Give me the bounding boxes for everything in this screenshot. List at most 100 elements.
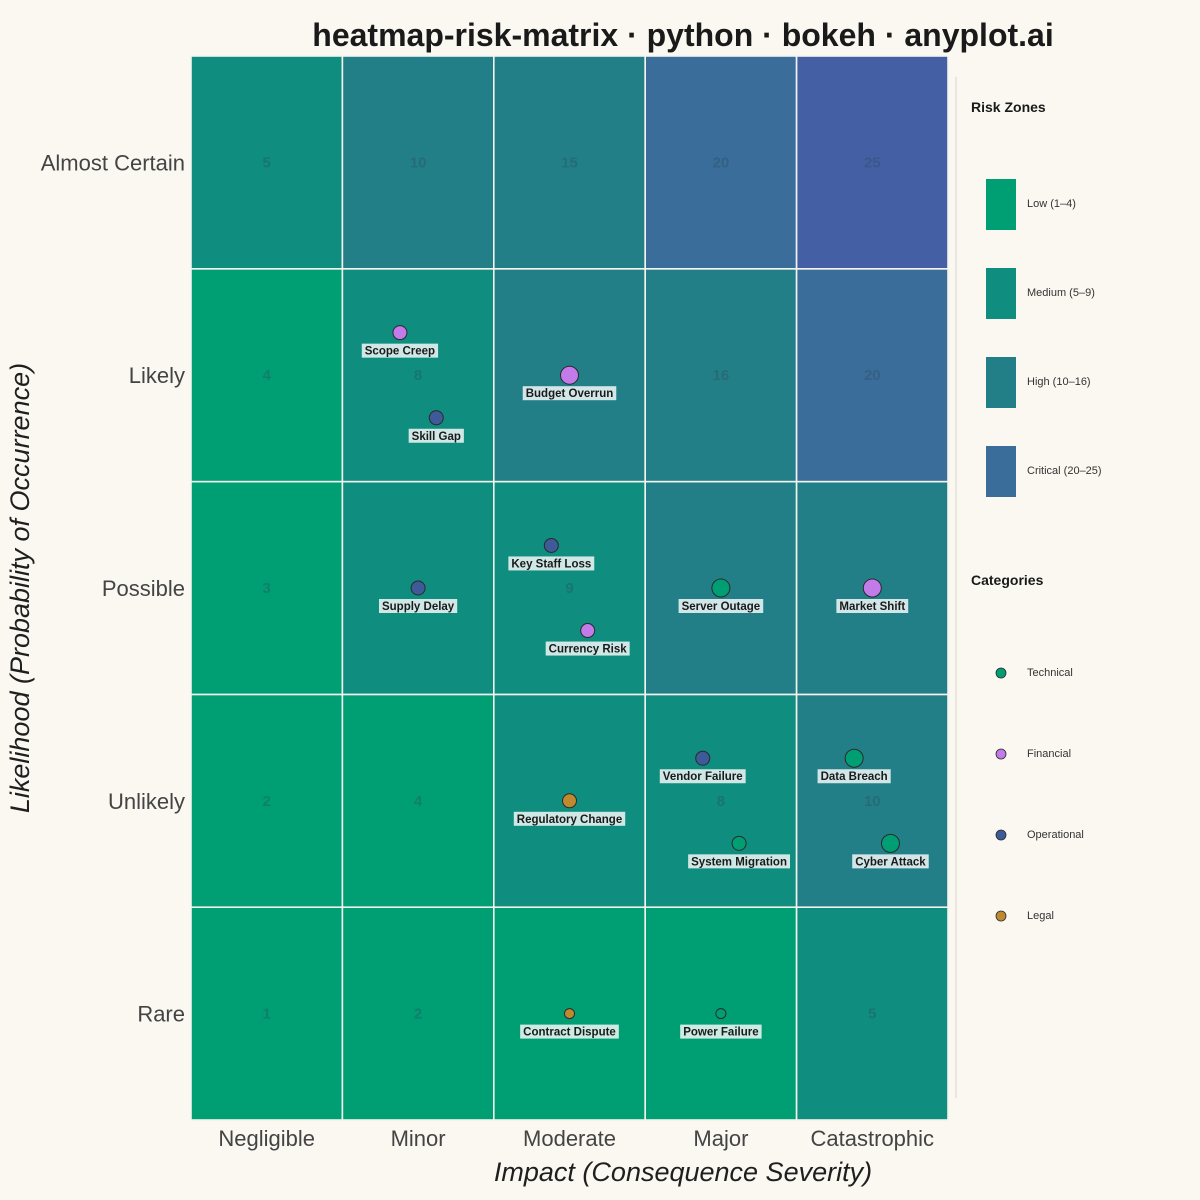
risk-label: Vendor Failure <box>663 771 743 783</box>
x-tick-catastrophic: Catastrophic <box>811 1126 935 1151</box>
risk-marker <box>711 578 731 598</box>
score-label: 3 <box>263 580 271 597</box>
risk-marker <box>428 410 444 426</box>
y-tick-possible: Possible <box>102 576 185 601</box>
score-label: 4 <box>263 367 272 384</box>
score-label: 5 <box>263 154 271 171</box>
risk-label: Contract Dispute <box>523 1027 616 1039</box>
risk-label-bg <box>513 811 626 826</box>
risk-vendor-failure: Vendor Failure <box>659 750 746 784</box>
risk-label-bg <box>522 386 617 401</box>
score-label: 2 <box>414 1006 422 1023</box>
y-tick-rare: Rare <box>137 1002 185 1027</box>
cell-likely-negligible <box>190 267 344 483</box>
score-label: 10 <box>864 793 881 810</box>
risk-marker <box>564 1008 575 1020</box>
risk-label: Skill Gap <box>412 431 461 443</box>
score-label: 8 <box>717 793 725 810</box>
risk-currency-risk: Currency Risk <box>545 623 630 656</box>
risk-label: Server Outage <box>682 601 761 613</box>
legend-category-label: Financial <box>1027 748 1071 760</box>
cell-likely-major <box>644 267 798 483</box>
score-label: 15 <box>561 154 578 171</box>
x-tick-minor: Minor <box>391 1126 446 1151</box>
legend-category-label: Technical <box>1027 667 1073 679</box>
risk-cyber-attack: Cyber Attack <box>852 833 929 869</box>
risk-budget-overrun: Budget Overrun <box>522 365 617 401</box>
y-tick-unlikely: Unlikely <box>108 789 185 814</box>
risk-markers: Scope Creep Skill Gap Budget Overrun Key St… <box>361 325 929 1039</box>
risk-label: Scope Creep <box>365 346 435 358</box>
score-label: 8 <box>414 367 422 384</box>
legend-categories-title: Categories <box>971 572 1044 588</box>
y-axis-title: Likelihood (Probability of Occurrence) <box>5 363 35 813</box>
cell-rare-negligible <box>190 906 344 1121</box>
risk-label: Power Failure <box>683 1027 758 1039</box>
risk-label: Budget Overrun <box>526 388 614 400</box>
risk-marker <box>410 580 426 596</box>
risk-marker <box>543 537 559 553</box>
risk-scope-creep: Scope Creep <box>361 325 439 358</box>
legend-category-label: Legal <box>1027 910 1054 922</box>
risk-marker <box>562 793 577 809</box>
x-axis-title: Impact (Consequence Severity) <box>494 1157 872 1187</box>
risk-label-bg <box>508 556 595 571</box>
heatmap-cells <box>190 55 949 1121</box>
score-label: 10 <box>410 154 427 171</box>
legend-swatch-high-10-16 <box>986 357 1016 408</box>
legend-swatch-critical-20-25 <box>986 446 1016 497</box>
risk-marker <box>880 833 900 853</box>
risk-contract-dispute: Contract Dispute <box>520 1008 619 1039</box>
risk-key-staff-loss: Key Staff Loss <box>508 537 595 571</box>
risk-label-bg <box>361 343 439 358</box>
risk-label-bg <box>408 428 464 443</box>
x-tick-negligible: Negligible <box>218 1126 315 1151</box>
cell-likely-catastrophic <box>795 267 949 483</box>
cell-likely-minor <box>341 267 495 483</box>
risk-marker <box>560 365 579 385</box>
cell-unlikely-negligible <box>190 693 344 909</box>
legend-zone-label: Low (1–4) <box>1027 198 1076 210</box>
risk-label: Key Staff Loss <box>511 558 591 570</box>
risk-regulatory-change: Regulatory Change <box>513 793 626 826</box>
risk-label-bg <box>688 854 790 869</box>
legend-category-label: Operational <box>1027 829 1084 841</box>
risk-label-bg <box>817 769 891 784</box>
score-label: 4 <box>414 793 423 810</box>
risk-label: Data Breach <box>821 771 888 783</box>
risk-label: System Migration <box>691 856 787 868</box>
cell-rare-minor <box>341 906 495 1121</box>
score-label: 25 <box>864 154 881 171</box>
y-tick-likely: Likely <box>129 363 185 388</box>
risk-marker <box>862 578 882 598</box>
risk-label-bg <box>378 599 458 613</box>
cell-almost-certain-catastrophic <box>795 55 949 270</box>
cell-unlikely-catastrophic <box>795 693 949 909</box>
risk-label: Regulatory Change <box>517 814 622 826</box>
cell-unlikely-major <box>644 693 798 909</box>
risk-server-outage: Server Outage <box>678 578 764 613</box>
risk-label: Market Shift <box>839 601 905 613</box>
legend-marker-operational <box>995 829 1007 841</box>
legend-zone-label: Medium (5–9) <box>1027 287 1095 299</box>
legend-zone-label: High (10–16) <box>1027 376 1091 388</box>
legend-marker-legal <box>995 910 1007 922</box>
risk-marker <box>731 835 747 851</box>
legend-swatch-medium-5-9 <box>986 268 1016 319</box>
legend-swatch-low-1-4 <box>986 179 1016 230</box>
cell-almost-certain-negligible <box>190 55 344 270</box>
x-tick-labels: Negligible Minor Moderate Major Catastrophic <box>218 1126 934 1151</box>
risk-label-bg <box>678 599 764 613</box>
score-label: 16 <box>713 367 730 384</box>
risk-label-bg <box>659 769 746 784</box>
risk-system-migration: System Migration <box>688 835 790 869</box>
y-tick-labels: Rare Unlikely Possible Likely Almost Certain <box>41 150 185 1026</box>
risk-label: Supply Delay <box>382 601 455 613</box>
score-label: 20 <box>713 154 730 171</box>
risk-marker <box>392 325 408 341</box>
legend-marker-financial <box>995 748 1007 760</box>
cell-possible-moderate <box>492 480 646 696</box>
score-label: 5 <box>868 1006 876 1023</box>
